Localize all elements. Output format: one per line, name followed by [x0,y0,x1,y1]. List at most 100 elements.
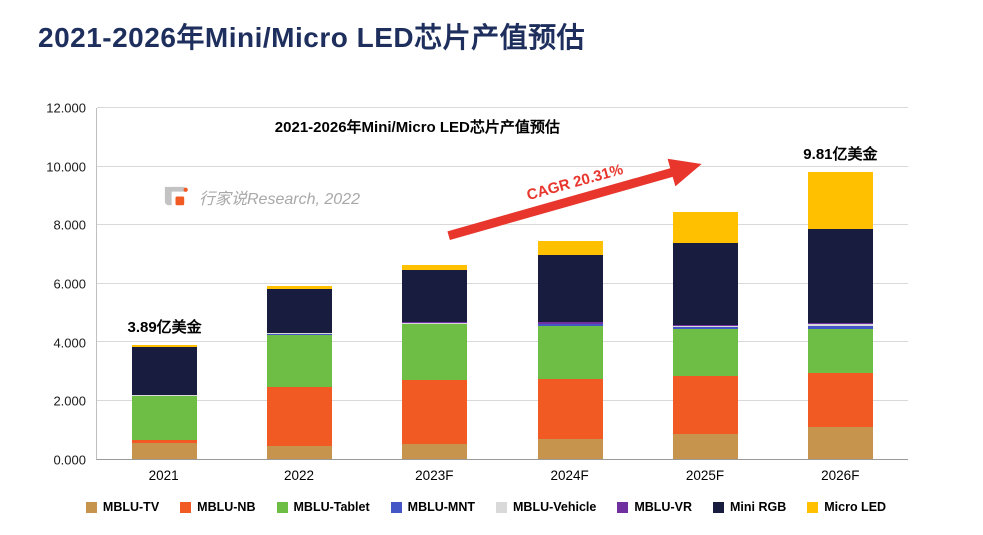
bar-segment-MBLU-TV [537,438,603,459]
bar-segment-MBLU-TV [402,444,468,459]
bar-segment-Mini RGB [808,229,873,323]
bar-segment-MBLU-VR [672,324,738,327]
stacked-bar-2024F [537,108,603,459]
legend-label: MBLU-TV [102,500,160,514]
chart: 0.000 2.000 4.000 6.000 8.000 10.000 12.000 20… [40,96,932,526]
bar-segment-MBLU-Tablet [537,325,603,379]
legend-label: MBLU-VR [634,500,692,514]
bar-segment-MBLU-Vehicle [672,326,738,328]
bar-segment-MBLU-MNT [672,327,738,329]
bar-segment-Mini RGB [267,288,333,333]
x-axis-tick-label: 2025F [685,468,725,483]
y-axis-tick-label: 6.000 [53,276,86,292]
bar-column-2021 [97,108,232,459]
legend-swatch [617,501,629,513]
bar-segment-Mini RGB [132,346,198,395]
legend-label: Mini RGB [730,500,787,514]
x-axis-tick-label: 2023F [415,468,454,483]
bar-segment-Mini RGB [402,269,468,323]
legend-swatch [390,501,402,513]
bar-segment-Micro LED [267,286,333,289]
legend-swatch [276,501,288,513]
legend: MBLU-TV MBLU-NB MBLU-Tablet MBLU-MNT MBLU-Ve… [40,500,932,514]
bar-column-2024F [503,108,638,459]
legend-item-Mini RGB: Mini RGB [713,500,786,514]
bar-segment-MBLU-VR [402,322,468,324]
legend-swatch [713,501,724,513]
x-axis-tick-label: 2026F [821,468,860,483]
bars [97,108,908,459]
bar-segment-MBLU-NB [132,440,198,443]
y-axis-tick-label: 2.000 [53,393,86,409]
x-axis: 2021 2022 2023F 2024F 2025F 2026F [96,468,908,483]
bar-segment-Micro LED [672,212,738,243]
gridline [97,107,908,108]
y-axis-tick-label: 0.000 [53,452,86,468]
bar-segment-MBLU-Tablet [267,334,333,388]
bar-segment-MBLU-Vehicle [402,323,468,324]
y-axis-tick-label: 10.000 [46,159,86,175]
bar-segment-Micro LED [132,345,198,347]
watermark-logo-icon [164,186,188,206]
bar-segment-MBLU-Vehicle [808,324,873,326]
gridline [97,282,908,284]
legend-label: MBLU-NB [197,500,256,514]
gridline [97,165,908,167]
bar-segment-Micro LED [402,265,468,270]
bar-segment-MBLU-Tablet [402,324,468,381]
bar-segment-MBLU-Tablet [808,328,873,373]
y-axis-tick-label: 8.000 [53,217,86,233]
y-axis-tick-label: 4.000 [53,335,86,351]
legend-item-Micro LED: Micro LED [807,500,886,514]
page-title: 2021-2026年Mini/Micro LED芯片产值预估 [38,22,586,53]
legend-swatch [85,501,97,513]
gridline [97,341,908,342]
bar-segment-MBLU-TV [672,434,738,459]
bar-segment-MBLU-TV [267,445,333,459]
stacked-bar-2025F [672,108,738,459]
legend-item-MBLU-VR: MBLU-VR [617,500,692,514]
legend-item-MBLU-NB: MBLU-NB [180,500,256,514]
legend-item-MBLU-Tablet: MBLU-Tablet [276,500,370,514]
legend-label: MBLU-Vehicle [513,500,597,514]
y-axis: 0.000 2.000 4.000 6.000 8.000 10.000 12.000 [40,101,86,468]
bar-segment-Micro LED [537,241,603,256]
bar-segment-MBLU-NB [402,380,468,445]
bar-column-2026F [773,108,908,459]
x-axis-tick-label: 2021 [148,468,179,483]
stacked-bar-2022 [267,108,333,459]
bar-segment-MBLU-MNT [267,333,333,335]
bar-segment-MBLU-VR [808,322,873,325]
bar-segment-MBLU-TV [808,426,873,459]
legend-swatch [807,501,819,513]
legend-swatch [180,501,192,513]
watermark-text: 行家说Research, 2022 [199,190,360,208]
stacked-bar-2023F [402,108,468,459]
bar-segment-MBLU-Tablet [132,396,198,440]
bar-segment-MBLU-Vehicle [537,323,603,325]
bar-segment-MBLU-VR [537,322,603,324]
bar-segment-MBLU-MNT [808,325,873,329]
bar-segment-Micro LED [808,172,873,230]
x-axis-tick-label: 2022 [283,468,315,483]
bar-column-2023F [367,108,502,459]
trend-arrow [447,158,702,240]
gridline [97,399,908,401]
chart-title: 2021-2026年Mini/Micro LED芯片产值预估 [274,119,560,136]
bar-segment-Mini RGB [672,242,738,325]
bar-segment-MBLU-MNT [537,324,603,326]
watermark: 行家说Research, 2022 [161,182,360,211]
bar-segment-MBLU-MNT [402,323,468,325]
legend-item-MBLU-TV: MBLU-TV [85,500,160,514]
legend-label: MBLU-Tablet [293,500,370,514]
bar-segment-MBLU-Vehicle [267,333,333,334]
legend-item-MBLU-Vehicle: MBLU-Vehicle [496,500,596,514]
bar-segment-MBLU-NB [537,378,603,439]
bar-segment-MBLU-VR [267,332,333,334]
bar-segment-MBLU-NB [267,387,333,446]
bar-segment-Mini RGB [537,255,603,323]
bar-segment-MBLU-NB [808,372,873,427]
legend-label: MBLU-MNT [407,500,475,514]
legend-item-MBLU-MNT: MBLU-MNT [390,500,475,514]
legend-label: Micro LED [824,500,887,514]
